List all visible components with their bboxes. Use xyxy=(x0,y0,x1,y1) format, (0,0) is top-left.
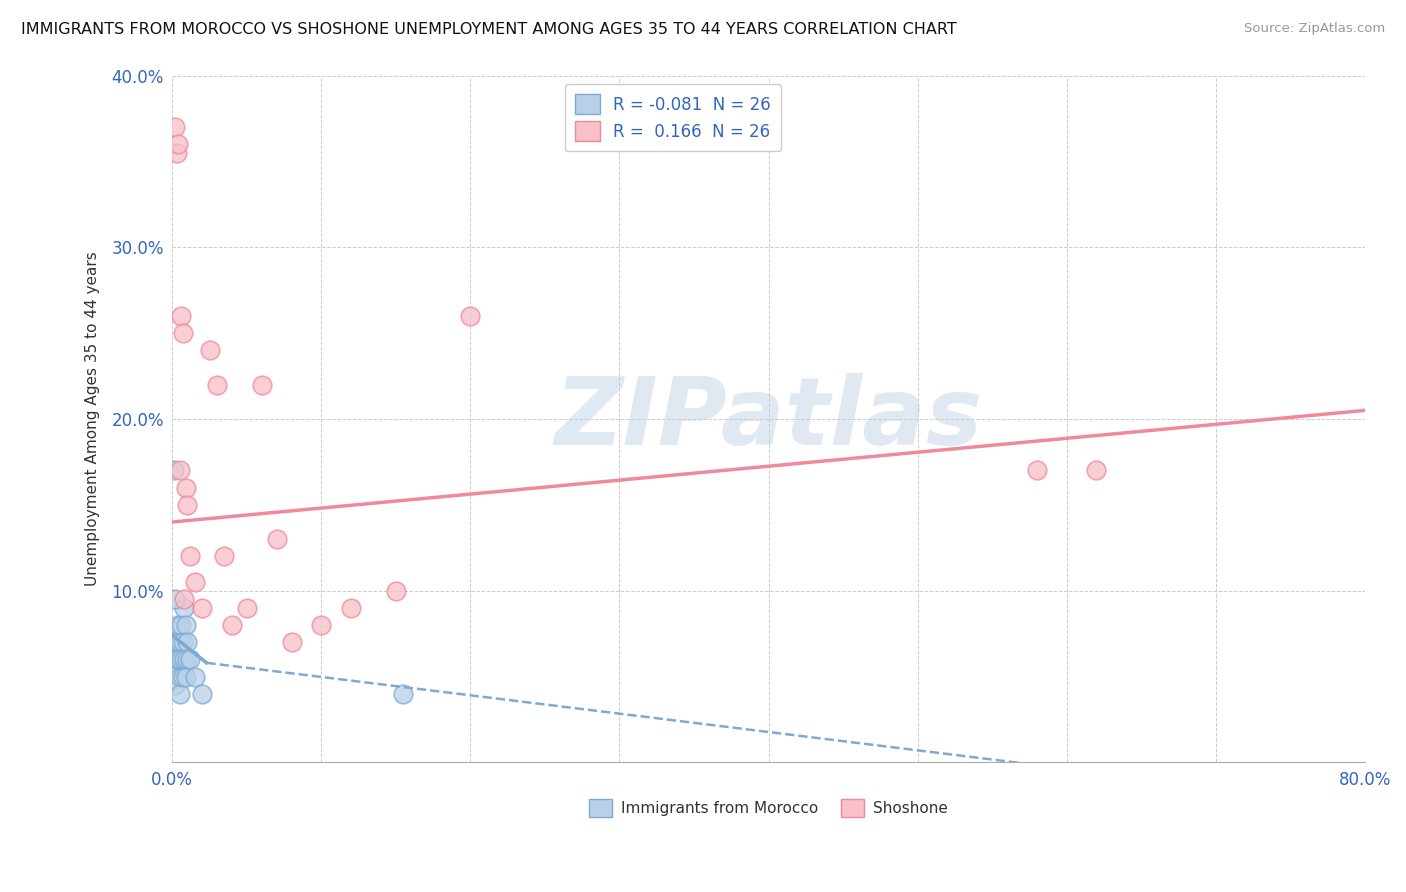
Point xyxy=(1025,463,1047,477)
Point xyxy=(166,145,188,160)
Point xyxy=(183,669,205,683)
Point xyxy=(173,652,195,666)
Point xyxy=(170,652,193,666)
Point xyxy=(172,635,194,649)
Point xyxy=(174,618,197,632)
Point xyxy=(166,635,188,649)
Point xyxy=(214,549,236,564)
Point xyxy=(1085,463,1108,477)
Point xyxy=(165,661,187,675)
Text: ZIPatlas: ZIPatlas xyxy=(554,373,983,465)
Point xyxy=(170,618,193,632)
Point xyxy=(169,669,191,683)
Point xyxy=(179,652,201,666)
Point xyxy=(460,309,482,323)
Point xyxy=(167,137,190,152)
Point xyxy=(167,652,190,666)
Point xyxy=(385,583,408,598)
Point xyxy=(392,687,415,701)
Text: Source: ZipAtlas.com: Source: ZipAtlas.com xyxy=(1244,22,1385,36)
Point xyxy=(169,687,191,701)
Point xyxy=(166,652,188,666)
Point xyxy=(172,326,194,340)
Point xyxy=(167,618,190,632)
Point xyxy=(176,498,198,512)
Point xyxy=(311,618,333,632)
Point xyxy=(236,600,259,615)
Point xyxy=(173,592,195,607)
Y-axis label: Unemployment Among Ages 35 to 44 years: Unemployment Among Ages 35 to 44 years xyxy=(86,252,100,586)
Point xyxy=(176,635,198,649)
Text: IMMIGRANTS FROM MOROCCO VS SHOSHONE UNEMPLOYMENT AMONG AGES 35 TO 44 YEARS CORRE: IMMIGRANTS FROM MOROCCO VS SHOSHONE UNEM… xyxy=(21,22,957,37)
Point xyxy=(173,600,195,615)
Point xyxy=(172,669,194,683)
Point xyxy=(266,532,288,546)
Point xyxy=(165,120,187,134)
Point xyxy=(340,600,363,615)
Point xyxy=(221,618,243,632)
Point xyxy=(250,377,273,392)
Point xyxy=(165,592,187,607)
Point xyxy=(169,635,191,649)
Point xyxy=(174,481,197,495)
Point xyxy=(191,687,214,701)
Point xyxy=(176,652,198,666)
Point xyxy=(163,463,186,477)
Point xyxy=(170,309,193,323)
Point xyxy=(183,575,205,590)
Point xyxy=(280,635,302,649)
Point xyxy=(169,463,191,477)
Point xyxy=(191,600,214,615)
Point xyxy=(174,669,197,683)
Point xyxy=(205,377,228,392)
Point xyxy=(198,343,221,358)
Point xyxy=(163,652,186,666)
Point xyxy=(179,549,201,564)
Point xyxy=(165,678,187,692)
Legend: Immigrants from Morocco, Shoshone: Immigrants from Morocco, Shoshone xyxy=(583,793,955,823)
